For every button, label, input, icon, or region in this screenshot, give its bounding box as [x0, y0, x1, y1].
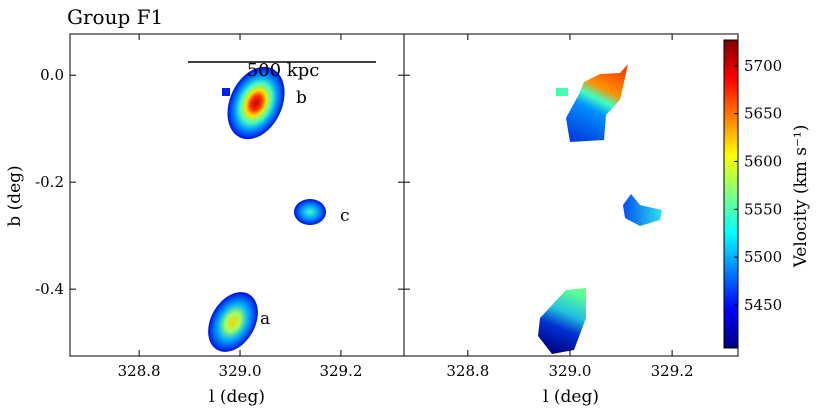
x-tick-label: 329.2	[651, 362, 694, 380]
colorbar-label: Velocity (km s⁻¹)	[791, 125, 811, 269]
x-tick-label: 328.8	[446, 362, 489, 380]
y-tick-label: 0.0	[40, 66, 64, 84]
colorbar-tick-label: 5450	[744, 296, 782, 314]
x-tick-label: 329.0	[219, 362, 262, 380]
colorbar-tick-label: 5650	[744, 105, 782, 123]
x-tick-label: 328.8	[118, 362, 161, 380]
colorbar-tick-label: 5500	[744, 248, 782, 266]
x-axis-label: l (deg)	[209, 387, 265, 407]
annotation: c	[340, 206, 350, 226]
annotation: a	[260, 309, 270, 329]
colorbar-tick-label: 5700	[744, 57, 782, 75]
x-tick-label: 329.2	[319, 362, 362, 380]
x-tick-label: 329.0	[549, 362, 592, 380]
y-tick-label: -0.4	[35, 280, 64, 298]
y-axis-label: b (deg)	[5, 165, 25, 226]
colorbar-tick-label: 5550	[744, 200, 782, 218]
x-axis-label: l (deg)	[543, 387, 599, 407]
y-tick-label: -0.2	[35, 173, 64, 191]
velocity-map	[538, 64, 662, 354]
chart-title: Group F1	[67, 5, 163, 29]
annotation: b	[296, 88, 307, 108]
intensity-map	[208, 66, 326, 352]
colorbar	[723, 39, 739, 349]
scale-bar-label: 500 kpc	[247, 60, 320, 81]
colorbar-tick-label: 5600	[744, 152, 782, 170]
